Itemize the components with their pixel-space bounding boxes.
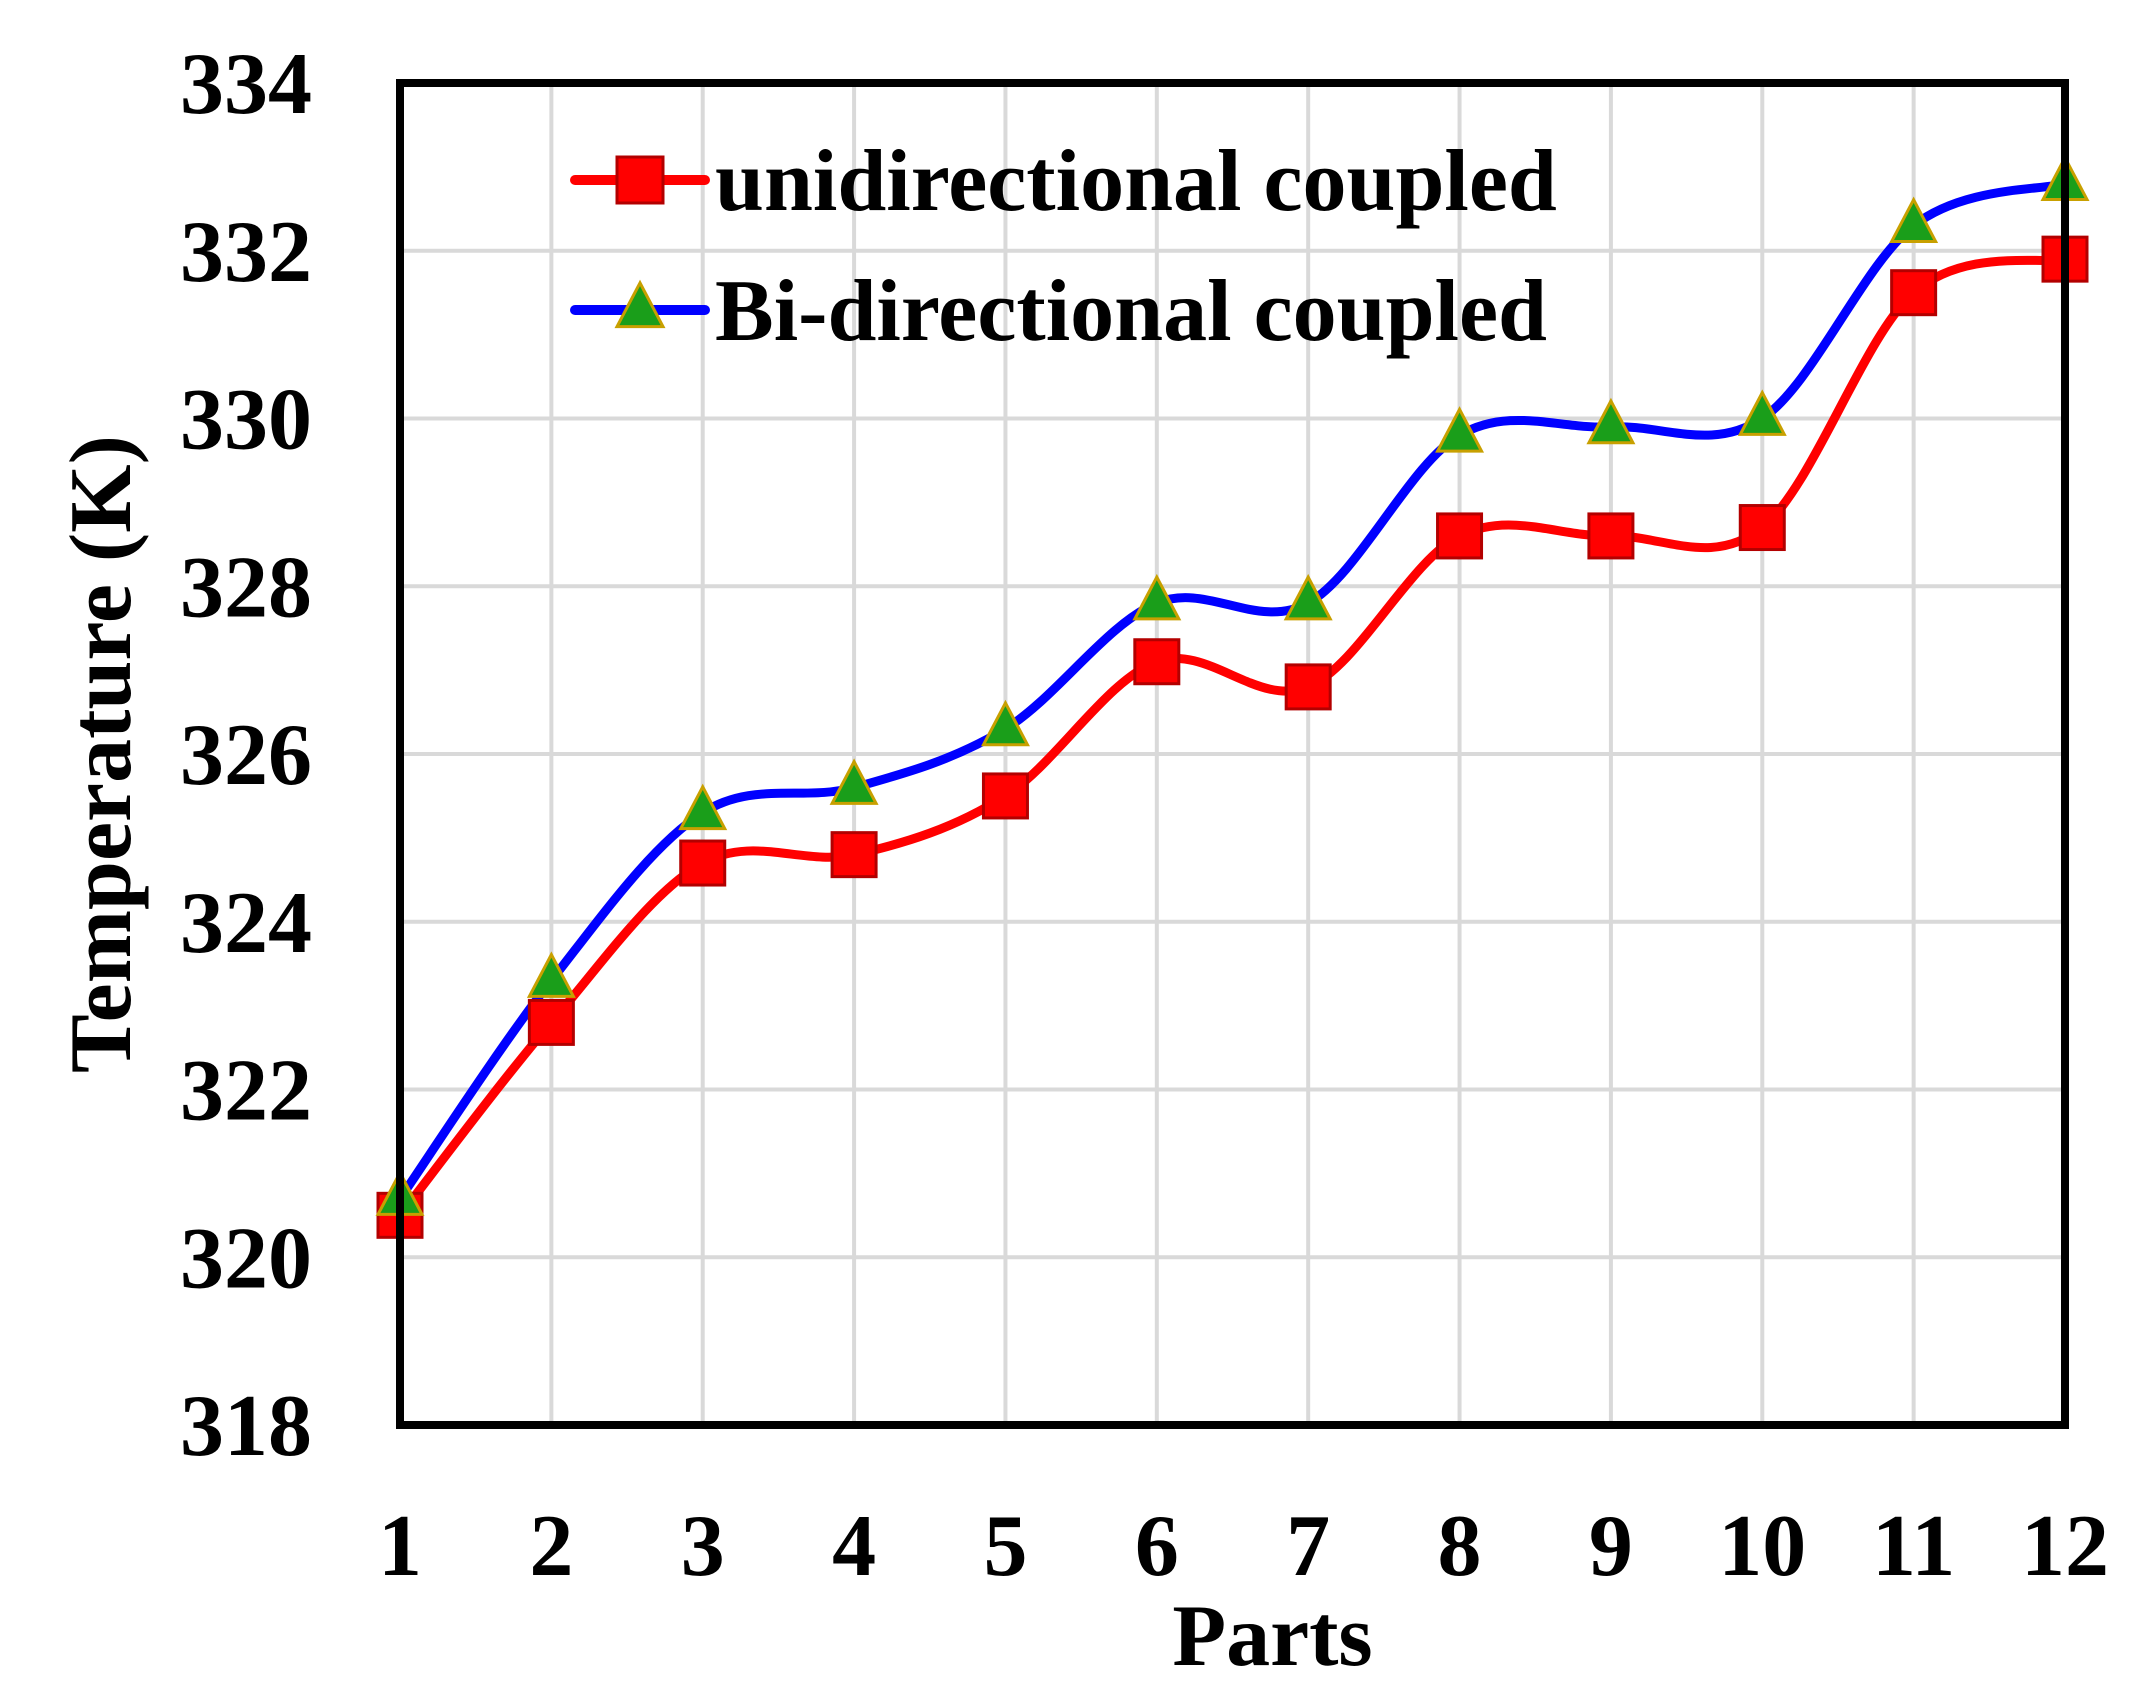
x-tick-label: 11: [1872, 1498, 1955, 1595]
x-tick-label: 3: [681, 1498, 725, 1595]
y-tick-labels: 318 320 322 324 326 328 330 332 334: [180, 36, 312, 1475]
data-point-2: [1283, 573, 1333, 621]
data-point-1: [1890, 269, 1938, 317]
x-tick-label: 7: [1286, 1498, 1330, 1595]
data-point-2: [1889, 196, 1939, 243]
y-tick-label: 326: [180, 707, 312, 804]
x-axis-title: Parts: [1172, 1588, 1372, 1685]
y-tick-label: 334: [180, 36, 312, 133]
x-tick-label: 9: [1589, 1498, 1633, 1595]
y-tick-label: 320: [180, 1210, 312, 1307]
y-tick-label: 330: [180, 372, 312, 469]
legend-marker-2: [614, 279, 666, 329]
data-point-1: [1587, 512, 1635, 560]
legend-marker-1: [615, 155, 665, 205]
x-tick-label: 6: [1135, 1498, 1179, 1595]
x-tick-label: 2: [529, 1498, 573, 1595]
x-tick-label: 5: [983, 1498, 1027, 1595]
legend: unidirectional coupled Bi-directional cou…: [570, 133, 1557, 360]
legend-label-1: unidirectional coupled: [715, 133, 1557, 230]
data-point-1: [1284, 663, 1332, 711]
data-point-2: [526, 951, 576, 998]
x-tick-label: 8: [1438, 1498, 1482, 1595]
data-point-2: [1737, 389, 1787, 436]
y-tick-label: 328: [180, 539, 312, 636]
y-tick-label: 324: [180, 875, 312, 972]
x-tick-label: 1: [378, 1498, 422, 1595]
series-line-2: [395, 179, 2070, 1204]
legend-label-2: Bi-directional coupled: [715, 263, 1547, 360]
y-axis-title: Temperature (K): [53, 435, 150, 1073]
x-tick-labels: 1 2 3 4 5 6 7 8 9 10 11 12: [378, 1498, 2109, 1595]
data-point-2: [980, 699, 1030, 747]
plot-frame: [396, 79, 2069, 1429]
y-tick-label: 318: [180, 1378, 312, 1475]
x-tick-label: 12: [2021, 1498, 2109, 1595]
data-point-1: [830, 831, 878, 879]
y-tick-label: 332: [180, 204, 312, 301]
data-point-2: [1435, 406, 1485, 453]
data-point-1: [679, 839, 727, 887]
data-point-1: [1436, 512, 1484, 560]
series-lines: [395, 179, 2070, 1220]
x-tick-label: 10: [1718, 1498, 1806, 1595]
data-point-2: [829, 758, 879, 805]
x-tick-label: 4: [832, 1498, 876, 1595]
data-point-2: [1586, 397, 1636, 445]
series-line-1: [395, 254, 2070, 1220]
data-point-2: [1132, 573, 1182, 621]
data-point-1: [1133, 638, 1181, 686]
data-point-1: [1738, 504, 1786, 552]
data-point-2: [678, 783, 728, 831]
data-point-1: [527, 998, 575, 1046]
y-tick-label: 322: [180, 1043, 312, 1140]
data-point-1: [981, 772, 1029, 820]
